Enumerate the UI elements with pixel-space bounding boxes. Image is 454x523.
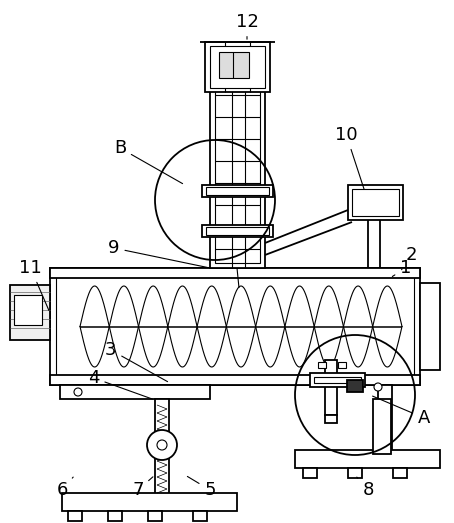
Bar [206, 227, 269, 235]
Bar [202, 185, 273, 197]
Circle shape [147, 430, 177, 460]
Text: 8: 8 [357, 477, 374, 499]
Bar [378, 385, 392, 450]
Text: 2: 2 [402, 246, 418, 270]
Text: 9: 9 [108, 239, 207, 267]
Bar [219, 52, 249, 78]
Bar [205, 42, 270, 92]
Bar [373, 399, 391, 454]
Bar [50, 268, 420, 385]
Bar [60, 385, 210, 399]
Bar [202, 225, 273, 237]
Bar [393, 468, 407, 478]
Circle shape [74, 388, 82, 396]
Text: 12: 12 [236, 13, 258, 39]
Text: 1: 1 [392, 259, 411, 277]
Text: 5: 5 [188, 476, 216, 499]
Text: A: A [373, 396, 430, 427]
Bar [314, 377, 361, 383]
Bar [14, 295, 42, 325]
Bar [348, 468, 362, 478]
Bar [206, 187, 269, 195]
Bar [68, 511, 82, 521]
Bar [50, 375, 420, 385]
Text: 3: 3 [105, 341, 168, 382]
Circle shape [157, 440, 167, 450]
Bar [56, 276, 414, 377]
Bar [210, 75, 265, 268]
Bar [420, 283, 440, 370]
Text: B: B [114, 139, 183, 184]
Bar [210, 46, 265, 88]
Bar [352, 189, 399, 216]
Bar [303, 468, 317, 478]
Bar [295, 450, 440, 468]
Circle shape [374, 383, 382, 391]
Bar [325, 415, 337, 423]
Text: 6: 6 [56, 477, 73, 499]
Bar [10, 285, 50, 340]
Bar [347, 380, 363, 392]
Bar [155, 399, 169, 494]
Bar [348, 185, 403, 220]
Bar [318, 362, 326, 368]
Text: 7: 7 [132, 477, 153, 499]
Bar [193, 511, 207, 521]
Bar [215, 80, 260, 263]
Text: 11: 11 [19, 259, 49, 311]
Bar [50, 268, 420, 278]
Text: 10: 10 [335, 126, 364, 189]
Text: 4: 4 [88, 369, 153, 399]
Bar [108, 511, 122, 521]
Bar [310, 373, 365, 387]
Bar [338, 362, 346, 368]
Bar [62, 493, 237, 511]
Bar [148, 511, 162, 521]
Bar [325, 360, 337, 415]
